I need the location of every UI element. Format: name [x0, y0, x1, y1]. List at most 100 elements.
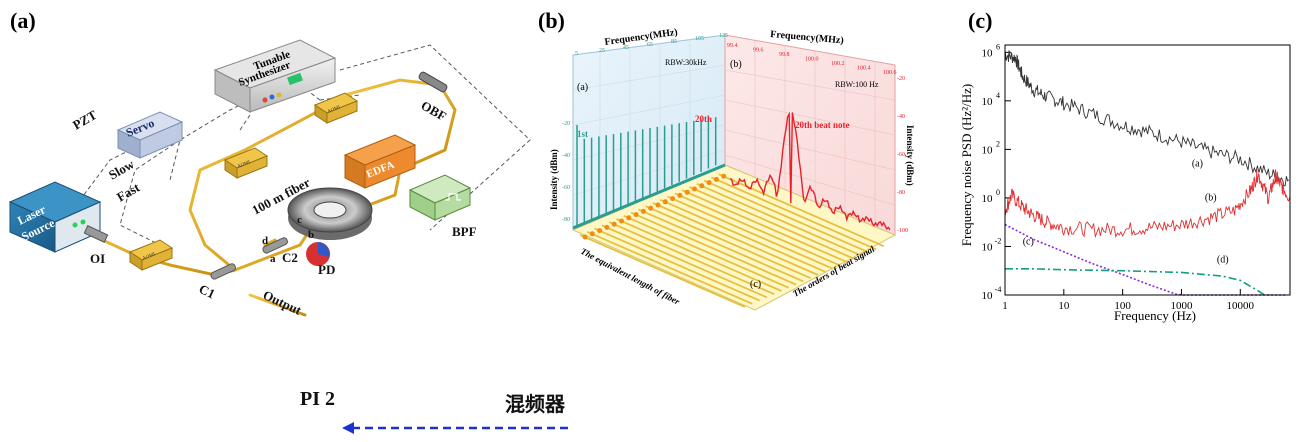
floor-rod — [638, 208, 804, 283]
x-tick-label: 1 — [1002, 300, 1008, 312]
right-y-tick: -40 — [897, 114, 905, 120]
floor-rod-tip — [655, 202, 661, 208]
y-axis-label: Frequency noise PSD (Hz²/Hz) — [959, 84, 974, 246]
floor-rod — [703, 179, 870, 254]
right-top-tick: 99.6 — [753, 48, 764, 54]
floor-rod — [659, 198, 826, 273]
x-tick-label: 10000 — [1227, 300, 1255, 312]
c1-label: C1 — [197, 281, 218, 301]
left-top-tick: 5 — [575, 51, 578, 57]
port-b-label: b — [308, 229, 314, 241]
bpf-label: BPF — [452, 224, 477, 239]
rbw-left: RBW:30kHz — [665, 58, 707, 67]
aom-3-label: AOMI — [327, 105, 342, 115]
floor-rod-tip — [611, 221, 617, 227]
first-order-label: 1st — [577, 129, 588, 139]
floor-rod-tip — [684, 189, 690, 195]
x-tick-label: 100 — [1114, 300, 1131, 312]
x-tick-label: 10 — [1058, 300, 1070, 312]
floor-rod — [652, 202, 819, 276]
port-a-label: a — [270, 253, 276, 265]
right-y-tick: -80 — [897, 190, 905, 196]
floor-rod — [674, 192, 841, 267]
right-y-tick: -20 — [897, 76, 905, 82]
series-a — [1004, 50, 1290, 187]
setup-diagram: Tunable Synthesizer Servo Laser Source A… — [8, 39, 531, 318]
floor-rod — [667, 195, 833, 270]
series-label: (d) — [1217, 254, 1229, 265]
y-tick-label: 10 — [982, 47, 994, 59]
floor-rod — [601, 224, 768, 299]
spectrum-3d-plot: Frequency(MHz) Frequency(MHz) RBW:30kHz … — [549, 27, 915, 311]
floor-rod-tip — [640, 208, 646, 214]
floor-rod-tip — [699, 183, 705, 189]
series-label: (c) — [1023, 237, 1034, 248]
frequency-noise-psd-chart: Frequency (Hz) Frequency noise PSD (Hz²/… — [959, 42, 1291, 323]
servo-box: Servo — [116, 111, 184, 159]
output-label: Output — [261, 287, 305, 318]
left-top-tick: 65 — [647, 42, 653, 48]
right-top-tick: 100.6 — [883, 70, 897, 76]
pzt-label: PZT — [70, 107, 100, 133]
left-y-tick: -20 — [562, 121, 570, 127]
optical-bandpass-filter — [418, 71, 448, 93]
y-tick-exponent: 2 — [996, 139, 1000, 148]
edfa-box: EDFA — [343, 134, 417, 189]
y-left-axis-label: Intensity (dBm) — [549, 149, 559, 210]
floor-rod-tip — [582, 234, 588, 240]
floor-rod — [681, 189, 848, 264]
beat-note-trace — [729, 111, 891, 231]
sub-b-label: (b) — [730, 59, 742, 70]
signal-arrow — [342, 422, 570, 434]
floor-rod — [586, 230, 753, 305]
floor-rod-tip — [692, 186, 697, 192]
c2-label: C2 — [282, 250, 298, 265]
right-top-tick: 99.8 — [779, 52, 790, 58]
electrical-bandpass-filter — [408, 174, 472, 221]
series-label: (b) — [1205, 192, 1217, 203]
floor-rod-tip — [670, 196, 676, 202]
floor-rod — [616, 218, 782, 292]
y-tick-label: 10 — [982, 241, 994, 253]
y-tick-exponent: 6 — [996, 42, 1000, 51]
left-y-tick: -60 — [562, 185, 570, 191]
floor-rod — [696, 182, 863, 257]
floor-rod-tip — [713, 176, 719, 182]
series-b — [1004, 169, 1290, 239]
tunable-synthesizer: Tunable Synthesizer — [213, 39, 337, 113]
y-tick-exponent: 0 — [996, 188, 1000, 197]
oi-label: OI — [90, 251, 105, 266]
laser-source: Laser Source — [8, 181, 102, 253]
y-tick-label: 10 — [982, 144, 994, 156]
obf-label: OBF — [419, 98, 450, 124]
y-tick-exponent: -2 — [995, 236, 1002, 245]
floor-rod — [623, 214, 790, 289]
port-d-label: d — [262, 235, 268, 247]
y-tick-label: 10 — [982, 290, 994, 302]
series-c — [1004, 223, 1287, 296]
left-top-tick: 85 — [671, 39, 677, 45]
floor-rod-tip — [619, 218, 624, 224]
panel-b-label: (b) — [538, 8, 565, 33]
left-top-tick: 25 — [599, 48, 605, 54]
floor-rod-tip — [589, 231, 595, 237]
series-label: (a) — [1192, 158, 1203, 169]
floor-rod-tip — [662, 199, 668, 205]
optical-isolator — [83, 225, 109, 243]
right-top-tick: 100.2 — [831, 61, 845, 67]
floor-rod — [630, 211, 797, 286]
coupler-c1 — [210, 263, 236, 280]
floor-rod-tip — [626, 215, 632, 221]
left-y-tick: -40 — [562, 153, 570, 159]
pi2-label: PI 2 — [300, 388, 335, 410]
beat-note-label: 20th beat note — [795, 120, 850, 130]
aom-2: AOMI — [223, 147, 269, 179]
photodetector — [306, 242, 331, 266]
plot-frame — [1004, 44, 1291, 296]
y-tick-exponent: -4 — [995, 285, 1002, 294]
right-axis-title: Frequency(MHz) — [770, 29, 844, 46]
right-y-tick: -60 — [897, 152, 905, 158]
left-top-tick: 45 — [623, 45, 629, 51]
floor-rod-tip — [706, 180, 712, 186]
floor-rod-tip — [633, 212, 639, 218]
